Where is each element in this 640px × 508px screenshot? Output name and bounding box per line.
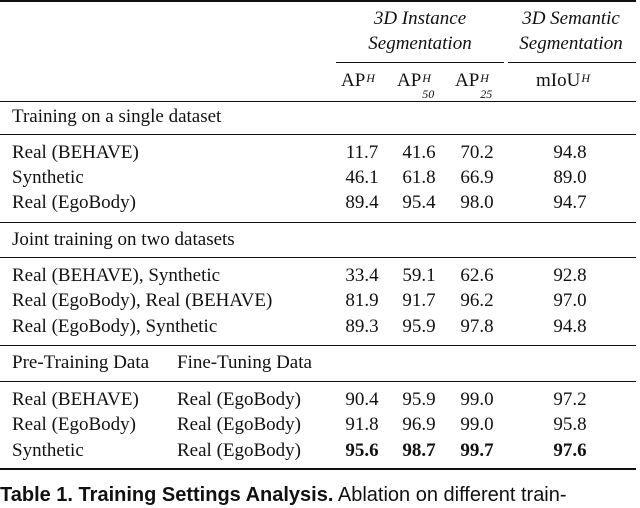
cell-miou: 94.7 (553, 192, 587, 213)
row-label-secondary: Real (EgoBody) (177, 389, 302, 410)
row-label: Synthetic (12, 167, 84, 188)
cmidrule-instance (336, 62, 504, 63)
cell-ap50: 91.7 (402, 290, 436, 311)
col-header-ap25: AP H 25 (455, 70, 493, 101)
section-rule (0, 134, 636, 135)
cell-miou: 97.2 (553, 389, 587, 410)
cell-ap50: 41.6 (402, 142, 436, 163)
row-label: Real (BEHAVE), Synthetic (12, 265, 221, 286)
row-label: Real (EgoBody) (12, 192, 137, 213)
section-title: Pre-Training Data (12, 352, 150, 373)
cell-ap: 95.6 (345, 440, 379, 461)
section-rule (0, 257, 636, 258)
top-rule (0, 0, 636, 2)
col-header-ap50: AP H 50 (397, 70, 435, 101)
row-label-secondary: Real (EgoBody) (177, 440, 302, 461)
cell-ap: 81.9 (345, 290, 379, 311)
cell-ap50: 96.9 (402, 414, 436, 435)
row-label-secondary: Real (EgoBody) (177, 414, 302, 435)
cell-miou: 94.8 (553, 142, 587, 163)
header-bottom-rule (0, 101, 636, 102)
group-header-instance-line2: Segmentation (368, 33, 472, 54)
cell-ap25: 98.0 (460, 192, 494, 213)
section-title: Training on a single dataset (12, 106, 222, 127)
cell-ap50: 95.9 (402, 316, 436, 337)
bottom-rule (0, 468, 636, 470)
cell-miou: 95.8 (553, 414, 587, 435)
cell-ap: 11.7 (345, 142, 379, 163)
cell-ap25: 66.9 (460, 167, 494, 188)
row-label: Synthetic (12, 440, 84, 461)
group-header-instance-line1: 3D Instance (373, 8, 467, 29)
cell-miou: 92.8 (553, 265, 587, 286)
cell-miou: 97.6 (553, 440, 587, 461)
col-header-ap: AP H (341, 70, 375, 91)
table-caption: Table 1. Training Settings Analysis. Abl… (0, 482, 567, 508)
section-rule (0, 381, 636, 382)
group-header-semantic-line1: 3D Semantic (522, 8, 620, 29)
cell-ap: 89.4 (345, 192, 379, 213)
col-header-miou: mIoU H (536, 70, 590, 91)
cell-ap50: 61.8 (402, 167, 436, 188)
cell-ap50: 59.1 (402, 265, 436, 286)
cell-ap25: 96.2 (460, 290, 494, 311)
cmidrule-semantic (508, 62, 636, 63)
cell-miou: 89.0 (553, 167, 587, 188)
section-rule (0, 345, 636, 346)
group-header-semantic-line2: Segmentation (519, 33, 623, 54)
section-title-secondary: Fine-Tuning Data (177, 352, 312, 373)
cell-ap25: 62.6 (460, 265, 494, 286)
caption-label: Table 1. Training Settings Analysis. (0, 484, 334, 506)
cell-ap25: 97.8 (460, 316, 494, 337)
caption-text: Ablation on different train- (337, 484, 567, 506)
cell-miou: 94.8 (553, 316, 587, 337)
cell-ap: 33.4 (345, 265, 379, 286)
row-label: Real (EgoBody), Real (BEHAVE) (12, 290, 273, 311)
row-label: Real (BEHAVE) (12, 142, 139, 163)
cell-ap25: 70.2 (460, 142, 494, 163)
cell-ap: 91.8 (345, 414, 379, 435)
row-label: Real (BEHAVE) (12, 389, 139, 410)
cell-ap25: 99.0 (460, 414, 494, 435)
cell-ap50: 95.4 (402, 192, 436, 213)
row-label: Real (EgoBody) (12, 414, 137, 435)
cell-ap: 89.3 (345, 316, 379, 337)
cell-ap25: 99.0 (460, 389, 494, 410)
cell-ap: 90.4 (345, 389, 379, 410)
cell-ap25: 99.7 (460, 440, 494, 461)
cell-miou: 97.0 (553, 290, 587, 311)
section-rule (0, 222, 636, 223)
cell-ap50: 95.9 (402, 389, 436, 410)
cell-ap: 46.1 (345, 167, 379, 188)
cell-ap50: 98.7 (402, 440, 436, 461)
section-title: Joint training on two datasets (12, 229, 235, 250)
row-label: Real (EgoBody), Synthetic (12, 316, 218, 337)
